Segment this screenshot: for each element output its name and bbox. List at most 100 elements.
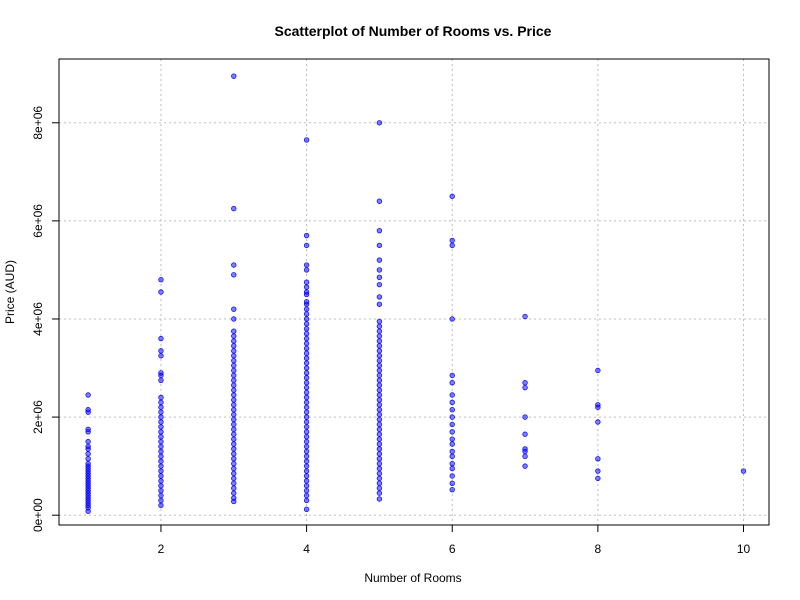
scatter-point [158, 348, 164, 354]
scatter-point [303, 497, 310, 504]
scatter-point [595, 367, 601, 374]
scatter-point [303, 380, 310, 386]
scatter-point [303, 487, 310, 494]
scatter-point [376, 382, 383, 388]
scatter-point [449, 372, 455, 379]
scatter-point [231, 475, 237, 482]
scatter-point [231, 316, 237, 322]
scatter-point [376, 227, 383, 234]
scatter-point [376, 353, 383, 359]
scatter-point [231, 348, 237, 354]
scatter-point [158, 497, 164, 504]
scatter-point [303, 463, 310, 469]
y-tick-label: 0e+00 [31, 498, 45, 532]
scatter-point [158, 478, 164, 484]
scatter-point [158, 289, 164, 295]
scatter-point [231, 387, 237, 393]
scatter-point [158, 377, 164, 383]
scatter-point [158, 353, 164, 359]
scatter-point [740, 468, 747, 474]
scatter-point [376, 496, 383, 502]
scatter-point [231, 367, 237, 374]
scatter-point [449, 460, 455, 467]
scatter-point [158, 429, 164, 435]
scatter-point [303, 429, 310, 435]
scatter-point [303, 414, 310, 420]
scatter-point [376, 402, 383, 408]
plot-frame [58, 58, 770, 526]
scatter-point [303, 355, 310, 361]
scatter-point [376, 323, 383, 330]
scatter-point [303, 448, 310, 455]
data-points [85, 73, 747, 514]
scatter-point [376, 333, 383, 339]
scatter-point [376, 416, 383, 423]
scatter-point [449, 429, 455, 435]
scatter-point [376, 338, 383, 344]
scatter-point [85, 460, 91, 467]
scatter-point [231, 377, 237, 383]
scatter-point [522, 380, 528, 386]
scatter-point [303, 483, 310, 489]
scatter-point [231, 362, 237, 369]
scatter-point [158, 424, 164, 430]
scatter-point [303, 468, 310, 474]
scatter-point [449, 242, 455, 249]
scatter-point [303, 335, 310, 342]
scatter-point [231, 431, 237, 437]
scatter-point [303, 289, 310, 295]
scatter-point [376, 372, 383, 379]
x-tick-label: 6 [449, 542, 456, 556]
scatter-point [231, 411, 237, 418]
scatter-point [303, 458, 310, 464]
scatter-point [231, 306, 237, 312]
scatter-point [303, 443, 310, 450]
scatter-point [158, 438, 164, 445]
scatter-point [376, 242, 383, 249]
scatter-point [158, 463, 164, 469]
scatter-point [303, 409, 310, 415]
scatter-point [303, 267, 310, 273]
scatter-point [85, 451, 91, 457]
scatter-point [158, 502, 164, 509]
scatter-point [376, 397, 383, 403]
scatter-point [376, 357, 383, 364]
scatter-point [303, 492, 310, 499]
scatter-point [449, 392, 455, 398]
scatter-point [449, 473, 455, 479]
scatter-point [303, 242, 310, 249]
scatter-point [158, 468, 164, 474]
scatter-point [303, 394, 310, 401]
scatter-point [376, 411, 383, 418]
scatter-point [85, 443, 91, 450]
scatter-point [231, 480, 237, 487]
scatter-point [376, 328, 383, 334]
scatter-point [231, 73, 237, 79]
scatter-point [158, 443, 164, 450]
scatter-point [303, 316, 310, 322]
scatter-point [376, 460, 383, 467]
scatter-point [449, 441, 455, 447]
scatter-point [303, 330, 310, 337]
scatter-point [158, 404, 164, 410]
scatter-point [231, 426, 237, 433]
scatter-point [449, 380, 455, 386]
y-tick-label: 6e+06 [31, 204, 45, 238]
scatter-point [303, 326, 310, 332]
scatter-point [376, 446, 383, 452]
scatter-point [158, 458, 164, 464]
scatter-point [522, 313, 528, 320]
scatter-point [376, 421, 383, 428]
scatter-point [231, 357, 237, 364]
scatter-point [303, 137, 310, 143]
scatter-point [449, 448, 455, 455]
scatter-point [303, 478, 310, 484]
scatter-point [303, 473, 310, 479]
scatter-point [376, 426, 383, 433]
scatter-point [303, 345, 310, 352]
scatter-point [158, 370, 164, 376]
scatter-point [231, 353, 237, 359]
scatter-point [231, 262, 237, 268]
scatter-point [231, 402, 237, 408]
